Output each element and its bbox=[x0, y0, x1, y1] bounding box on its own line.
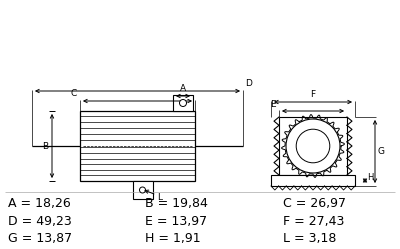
Text: F: F bbox=[310, 90, 316, 99]
Text: E: E bbox=[270, 100, 276, 109]
Text: C = 26,97: C = 26,97 bbox=[283, 196, 346, 209]
Text: A = 18,26: A = 18,26 bbox=[8, 196, 71, 209]
Text: E = 13,97: E = 13,97 bbox=[145, 214, 207, 228]
Text: D: D bbox=[245, 79, 252, 88]
Circle shape bbox=[286, 119, 340, 173]
Circle shape bbox=[296, 129, 330, 163]
Bar bbox=[271, 175, 355, 186]
Text: L: L bbox=[158, 192, 162, 201]
Text: G: G bbox=[378, 147, 385, 156]
Bar bbox=[132, 181, 152, 199]
Bar bbox=[173, 95, 193, 111]
Text: B: B bbox=[42, 141, 48, 150]
Text: A: A bbox=[180, 84, 186, 93]
Text: H: H bbox=[367, 173, 373, 182]
Text: D = 49,23: D = 49,23 bbox=[8, 214, 72, 228]
Circle shape bbox=[140, 187, 146, 193]
Bar bbox=[80, 111, 195, 181]
Text: C: C bbox=[71, 89, 77, 98]
Circle shape bbox=[180, 100, 186, 107]
Text: L = 3,18: L = 3,18 bbox=[283, 232, 336, 245]
Text: G = 13,87: G = 13,87 bbox=[8, 232, 72, 245]
Text: B = 19,84: B = 19,84 bbox=[145, 196, 208, 209]
Text: H = 1,91: H = 1,91 bbox=[145, 232, 201, 245]
Text: F = 27,43: F = 27,43 bbox=[283, 214, 344, 228]
